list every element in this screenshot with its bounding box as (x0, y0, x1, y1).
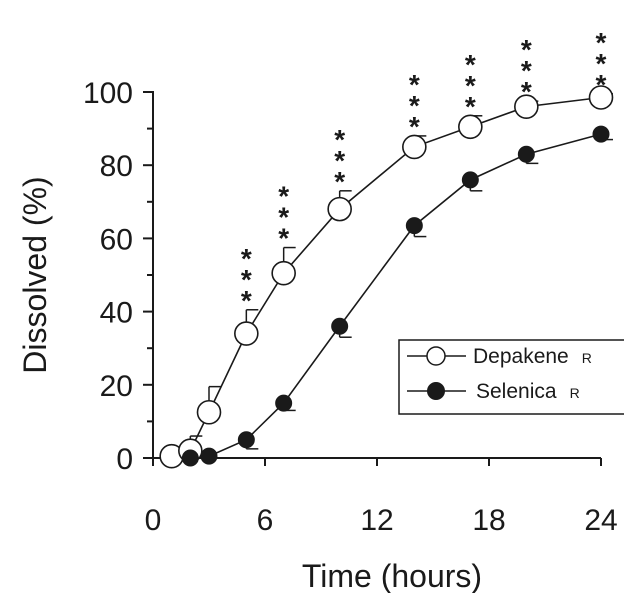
significance-star: * (409, 90, 420, 121)
y-tick-label: 80 (100, 150, 133, 183)
marker-depakene (196, 399, 222, 425)
significance-star: * (241, 264, 252, 295)
significance-star: * (521, 55, 532, 86)
significance-star: * (334, 145, 345, 176)
series-line-depakene (171, 96, 602, 457)
marker-selenica (405, 217, 423, 235)
significance-star: * (596, 27, 607, 58)
y-tick-label: 20 (100, 370, 133, 403)
significance-star: * (409, 111, 420, 142)
significance-star: * (465, 49, 476, 80)
legend-label-depakene: Depakene R (473, 345, 592, 368)
significance-star: * (241, 243, 252, 274)
x-tick-label: 24 (584, 504, 617, 537)
marker-depakene (327, 196, 352, 222)
legend-marker-depakene (426, 346, 446, 366)
y-tick-label: 100 (83, 77, 133, 110)
y-tick-label: 40 (100, 297, 133, 330)
marker-depakene (458, 114, 483, 140)
significance-star: * (241, 285, 252, 316)
marker-depakene (588, 85, 614, 110)
y-tick-label: 0 (116, 443, 133, 476)
marker-selenica (181, 449, 199, 467)
legend: Depakene R Selenica R (398, 339, 624, 415)
significance-star: * (409, 69, 420, 100)
significance-star: * (596, 69, 607, 100)
legend-marker-selenica (427, 382, 445, 400)
significance-star: * (278, 202, 289, 233)
significance-star: * (278, 181, 289, 212)
marker-depakene (234, 321, 259, 346)
x-tick-label: 12 (360, 504, 393, 537)
significance-star: * (334, 124, 345, 155)
marker-selenica (237, 431, 255, 449)
data-markers (159, 85, 614, 469)
marker-selenica (331, 317, 349, 335)
marker-selenica (517, 145, 535, 163)
axis-ticks: 0 6 12 18 24 0 20 40 60 80 100 (83, 77, 618, 537)
y-tick-label: 60 (100, 223, 133, 256)
x-tick-label: 0 (145, 504, 162, 537)
significance-star: * (334, 166, 345, 197)
x-axis-title: Time (hours) (302, 558, 482, 593)
marker-selenica (200, 447, 218, 465)
significance-star: * (521, 34, 532, 65)
marker-depakene (271, 260, 296, 286)
significance-star: * (521, 76, 532, 107)
significance-star: * (465, 70, 476, 101)
significance-stars: ********************* (241, 27, 607, 316)
marker-depakene (514, 94, 539, 119)
marker-selenica (275, 394, 293, 412)
marker-selenica (592, 125, 610, 143)
y-axis-title: Dissolved (%) (17, 176, 53, 373)
x-tick-label: 18 (472, 504, 505, 537)
significance-star: * (596, 48, 607, 79)
significance-star: * (278, 223, 289, 254)
marker-depakene (402, 134, 427, 160)
marker-selenica (461, 171, 479, 189)
x-tick-label: 6 (257, 504, 274, 537)
significance-star: * (465, 91, 476, 122)
legend-label-selenica: Selenica R (476, 380, 580, 403)
